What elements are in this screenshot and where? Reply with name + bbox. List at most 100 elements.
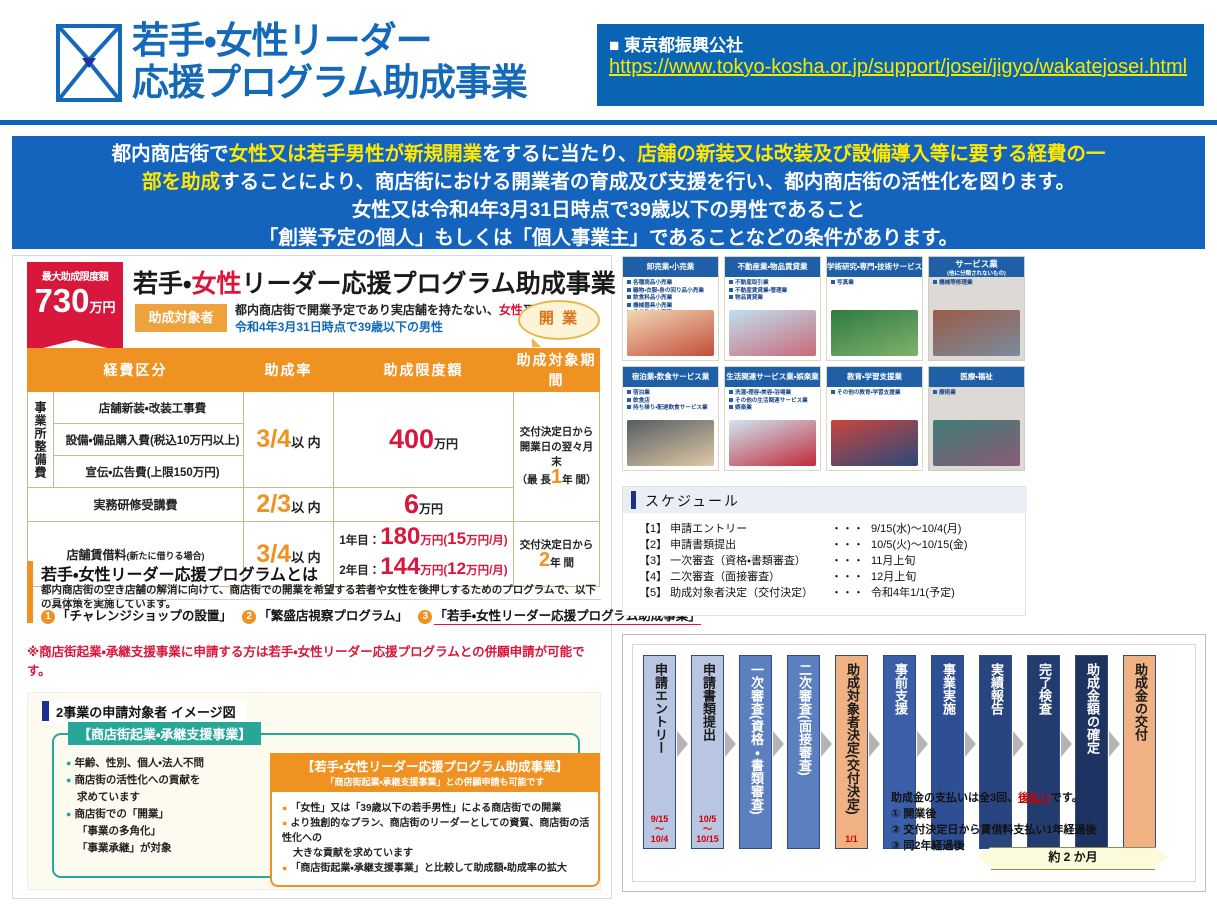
industry-card-title: 教育・学習支援業 xyxy=(827,367,922,387)
flow-arrow-icon xyxy=(773,731,787,757)
diagram-tag: 2事業の申請対象者 イメージ図 xyxy=(42,701,246,725)
lead-banner: 都内商店街で女性又は若手男性が新規開業をするに当たり、店舗の新装又は改装及び設備… xyxy=(12,136,1205,249)
eligible-text: 都内商店街で開業予定であり実店舗を持たない、女性又は 令和4年3月31日時点で3… xyxy=(235,303,547,334)
industry-card-items: 療術業 xyxy=(929,387,1024,398)
flow-step-date: 1/1 xyxy=(845,834,858,844)
flow-step-label: 助成金の交付 xyxy=(1133,663,1148,741)
schedule-row-value: 11月上旬 xyxy=(871,555,916,567)
flow-step-label: 事業実施 xyxy=(941,663,956,715)
industry-card: サービス業 (他に分類されないもの) 機械等修理業 xyxy=(928,256,1025,361)
flow-step: 事前支援 xyxy=(883,655,916,849)
program-url-link[interactable]: https://www.tokyo-kosha.or.jp/support/jo… xyxy=(609,56,1188,78)
program-divider xyxy=(41,599,601,600)
kaigyo-bubble: 開 業 xyxy=(518,300,600,347)
flow-arrow-icon xyxy=(677,731,691,757)
list-item: 飲食料品小売業 xyxy=(627,295,715,303)
schedule-row-label: 【1】 申請エントリー xyxy=(639,523,748,535)
bullet-square-icon xyxy=(729,390,733,394)
industry-card-items: 機械等修理業 xyxy=(929,277,1024,288)
rate-3: 3/4以 内 xyxy=(243,521,334,587)
list-item: 機械器具小売業 xyxy=(627,302,715,311)
payment-note: 助成金の支払いは全3回、後払いです。 ① 開業後 ② 交付決定日から賃借料支払い… xyxy=(891,790,1181,854)
flow-step: 二次審査(面接審査) xyxy=(787,655,820,849)
schedule-row-label: 【5】 助成対象者決定（交付決定） xyxy=(639,587,814,599)
flow-step: 助成対象者決定(交付決定) 1/1 xyxy=(835,655,868,849)
duration-arrow-right-icon xyxy=(1155,847,1168,867)
list-item: 「事業の多角化」 xyxy=(77,825,161,837)
max-amount-value: 730万円 xyxy=(34,282,116,319)
program-heading: 若手・女性リーダー応援プログラムとは xyxy=(41,567,318,584)
subsidy-overview-panel: 最大助成限度額 730万円 若手・女性リーダー応援プログラム助成事業 助成対象者… xyxy=(12,255,701,899)
flow-step: 一次審査(資格・書類審査) xyxy=(739,655,772,849)
industry-card: 不動産業・物品賃貸業 不動産取引業 不動産賃貸業・管理業 物品賃貸業 xyxy=(724,256,821,361)
industry-card-title: 生活関連サービス業・娯楽業 xyxy=(725,367,820,387)
list-item: 「事業承継」が対象 xyxy=(77,842,172,854)
bullet-square-icon xyxy=(627,390,631,394)
industry-card-items: 宿泊業 飲食店 持ち帰り・配達飲食サービス業 xyxy=(623,387,718,413)
max-amount-ribbon: 最大助成限度額 730万円 xyxy=(27,262,123,352)
period-1: 交付決定日から 開業日の翌々月末 （最 長1年 間） xyxy=(513,391,600,522)
industry-card-title: 卸売業・小売業 xyxy=(623,257,718,277)
program-item: 「チャレンジショップの設置」 xyxy=(57,609,232,623)
table-row: 事業所整備費 店舗新装・改装工事費 3/4以 内 400万円 交付決定日から 開… xyxy=(27,391,600,522)
bullet-square-icon xyxy=(729,295,733,299)
list-item: その他の生活関連サービス業 xyxy=(729,397,817,406)
table-row: 設備・備品購入費(税込10万円以上) xyxy=(28,423,600,456)
industry-card-title: 学術研究・専門・技術サービス業 xyxy=(827,257,922,277)
list-item: 織物・衣服・身の回り品小売業 xyxy=(627,287,715,296)
bullet-square-icon xyxy=(627,302,631,307)
page-title-line1: 若手・女性リーダー xyxy=(132,20,433,61)
flow-step-label: 一次審査(資格・書類審査) xyxy=(749,663,764,815)
flow-step: 実績報告 xyxy=(979,655,1012,849)
industry-illustration xyxy=(831,310,918,356)
expense-item: 実務研修受講費 xyxy=(27,487,244,522)
bullet-square-icon xyxy=(933,280,937,284)
list-item: 物品賃貸業 xyxy=(729,295,817,303)
flow-step-label: 申請書類提出 xyxy=(701,663,716,741)
flow-arrow-icon xyxy=(821,731,835,757)
schedule-heading: スケジュール xyxy=(645,493,741,509)
flow-step: 事業実施 xyxy=(931,655,964,849)
table-row: 宣伝・広告費(上限150万円) xyxy=(28,455,600,488)
subsidy-table: 経費区分 助成率 助成限度額 助成対象期間 事業所整備費 店舗新装・改装工事費 … xyxy=(27,348,600,587)
expense-item: 宣伝・広告費(上限150万円) xyxy=(53,455,244,488)
lead-line-4: 「創業予定の個人」もしくは「個人事業主」であることなどの条件があります。 xyxy=(258,227,959,249)
industry-card: 生活関連サービス業・娯楽業 洗濯・理容・美容・浴場業 その他の生活関連サービス業 娯楽… xyxy=(724,366,821,471)
list-item: その他の教育・学習支援業 xyxy=(831,390,919,398)
wakate-program-label: 【若手・女性リーダー応援プログラム助成事業】 「商店街起業・承継支援事業」との併… xyxy=(270,753,600,792)
schedule-row-dots: ・・・ xyxy=(831,523,864,535)
industry-card: 教育・学習支援業その他の教育・学習支援業 xyxy=(826,366,923,471)
program-item: 「繁盛店視察プログラム」 xyxy=(258,609,408,623)
org-url-box: ■ 東京都振興公社 https://www.tokyo-kosha.or.jp/… xyxy=(597,24,1204,106)
flow-step: 完了検査 xyxy=(1027,655,1060,849)
lead-line-1: 都内商店街で女性又は若手男性が新規開業をするに当たり、店舗の新装又は改装及び設備… xyxy=(111,143,1106,165)
industry-illustration xyxy=(933,420,1020,466)
schedule-list: 【1】 申請エントリー ・・・ 9/15(水)～10/4(月) 【2】 申請書類提出・… xyxy=(639,521,968,601)
list-item: 商店街での「開業」 xyxy=(74,808,169,820)
bullet-square-icon xyxy=(831,280,835,284)
table-row: 実務研修受講費 2/3以 内 6万円 xyxy=(27,487,600,522)
bullet-square-icon xyxy=(729,280,733,284)
flow-step-label: 二次審査(面接審査) xyxy=(797,663,812,776)
expense-item: 店舗新装・改装工事費 xyxy=(53,391,244,424)
list-item: 不動産取引業 xyxy=(729,280,817,288)
wakate-program-box: 【若手・女性リーダー応援プログラム助成事業】 「商店街起業・承継支援事業」との併… xyxy=(270,753,600,887)
industry-illustration xyxy=(831,420,918,466)
header-divider xyxy=(0,120,1217,125)
duration-band: 約 2 か月 xyxy=(978,847,1168,870)
flow-arrow-icon xyxy=(917,731,931,757)
industry-card-title: 不動産業・物品賃貸業 xyxy=(725,257,820,277)
bullet-square-icon xyxy=(627,405,631,409)
schedule-row-value: 令和4年1/1(予定) xyxy=(871,587,955,599)
list-item: 機械等修理業 xyxy=(933,280,1021,288)
shotengai-program-items: ● 年齢、性別、個人・法人不問 ● 商店街の活性化への貢献を 求めています ● 商店街… xyxy=(66,757,205,854)
list-item: 年齢、性別、個人・法人不問 xyxy=(74,757,205,769)
bullet-square-icon xyxy=(729,405,733,409)
bullet-square-icon xyxy=(933,390,937,394)
industry-illustration xyxy=(729,420,816,466)
flow-arrow-icon xyxy=(1061,731,1075,757)
shotengai-program-label: 【商店街起業・承継支援事業】 xyxy=(68,722,262,745)
industry-card-title: 医療・福祉 xyxy=(929,367,1024,387)
table-header-row: 経費区分 助成率 助成限度額 助成対象期間 xyxy=(27,348,600,392)
program-item-list: 1 「チャレンジショップの設置」 2 「繁盛店視察プログラム」 3 「若手・女性リーダ… xyxy=(41,605,701,625)
